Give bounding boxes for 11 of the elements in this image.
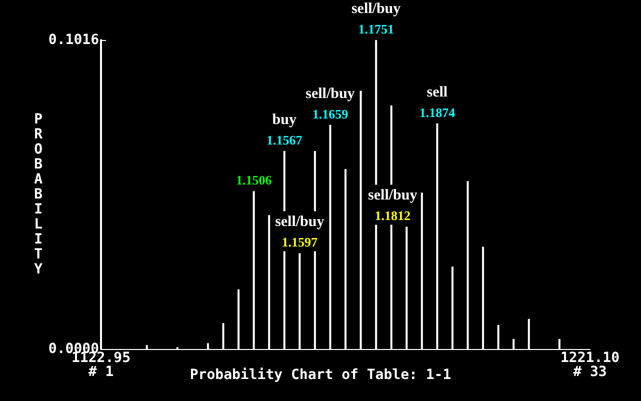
annotation: sell 1.1874: [419, 84, 456, 120]
text: PROBABILITY: [34, 112, 43, 278]
annotation: sell/buy 1.1812: [368, 188, 418, 224]
annotation: buy 1.1567: [266, 112, 303, 148]
x-tick-label: 1221.10 # 33: [560, 350, 620, 380]
y-tick-label: 0.1016: [48, 32, 99, 48]
annotation: sell/buy 1.1659: [306, 86, 356, 122]
annotation: sell/buy 1.1597: [275, 214, 325, 250]
annotation: sell/buy 1.1751: [351, 1, 402, 36]
text: Probability Chart of Table: 1-1: [190, 367, 452, 383]
annotation: 1.1506: [236, 172, 272, 188]
